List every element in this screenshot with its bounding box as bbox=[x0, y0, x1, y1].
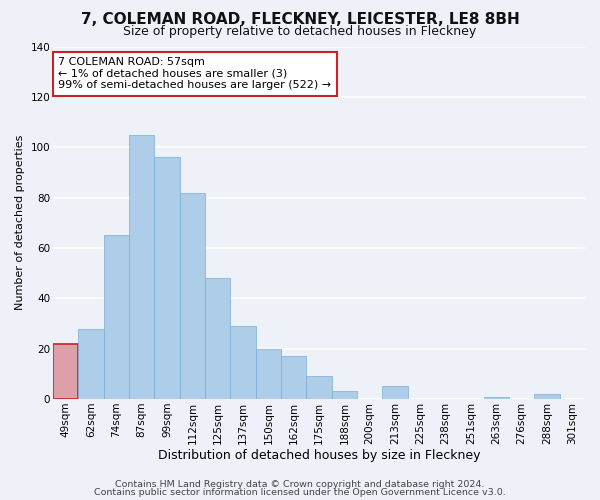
Bar bbox=[230, 326, 256, 399]
Bar bbox=[332, 392, 357, 399]
Bar bbox=[535, 394, 560, 399]
Text: 7 COLEMAN ROAD: 57sqm
← 1% of detached houses are smaller (3)
99% of semi-detach: 7 COLEMAN ROAD: 57sqm ← 1% of detached h… bbox=[58, 57, 332, 90]
Bar bbox=[256, 348, 281, 399]
Y-axis label: Number of detached properties: Number of detached properties bbox=[15, 135, 25, 310]
Bar bbox=[154, 158, 180, 399]
Bar bbox=[104, 236, 129, 399]
Bar bbox=[307, 376, 332, 399]
Text: Contains HM Land Registry data © Crown copyright and database right 2024.: Contains HM Land Registry data © Crown c… bbox=[115, 480, 485, 489]
Bar bbox=[180, 192, 205, 399]
Bar bbox=[484, 396, 509, 399]
Bar bbox=[79, 328, 104, 399]
X-axis label: Distribution of detached houses by size in Fleckney: Distribution of detached houses by size … bbox=[158, 450, 480, 462]
Bar bbox=[129, 134, 154, 399]
Bar bbox=[382, 386, 407, 399]
Text: 7, COLEMAN ROAD, FLECKNEY, LEICESTER, LE8 8BH: 7, COLEMAN ROAD, FLECKNEY, LEICESTER, LE… bbox=[80, 12, 520, 28]
Bar bbox=[205, 278, 230, 399]
Bar bbox=[281, 356, 307, 399]
Text: Size of property relative to detached houses in Fleckney: Size of property relative to detached ho… bbox=[124, 25, 476, 38]
Bar bbox=[53, 344, 79, 399]
Text: Contains public sector information licensed under the Open Government Licence v3: Contains public sector information licen… bbox=[94, 488, 506, 497]
